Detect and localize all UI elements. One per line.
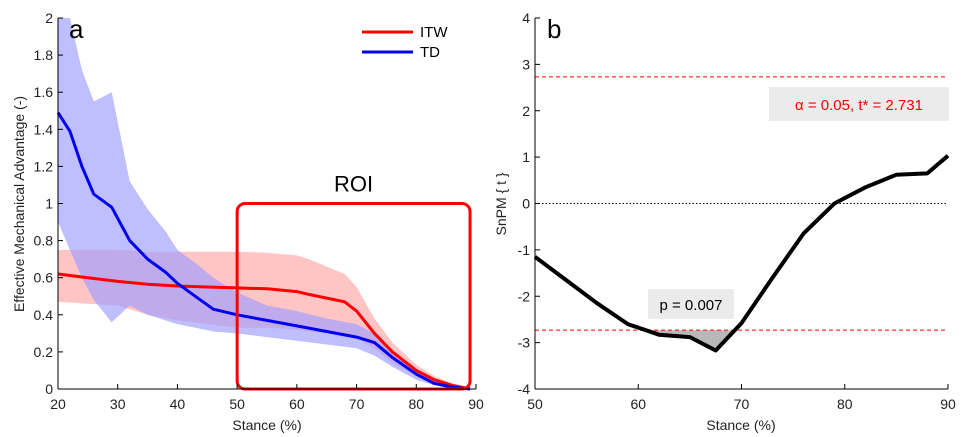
a-ytick-label: 0.2 bbox=[34, 344, 54, 360]
series-line-itw bbox=[57, 272, 471, 391]
b-ytick-label: 3 bbox=[522, 56, 530, 72]
a-xtick-label: 70 bbox=[349, 396, 365, 412]
b-xtick-label: 90 bbox=[940, 396, 956, 412]
alpha-annotation: α = 0.05, t* = 2.731 bbox=[795, 97, 923, 114]
a-panel-label: a bbox=[69, 14, 84, 44]
a-xtick-label: 20 bbox=[50, 396, 66, 412]
series-line-td bbox=[56, 111, 471, 391]
a-ytick-label: 0 bbox=[45, 381, 53, 397]
legend: ITW TD bbox=[362, 24, 448, 61]
snpm-line bbox=[533, 154, 950, 353]
b-ytick-label: -2 bbox=[518, 288, 531, 304]
a-xticks: 20 30 40 50 60 70 80 90 bbox=[50, 384, 484, 412]
b-yticks: -4 -3 -2 -1 0 1 2 3 4 bbox=[518, 10, 540, 397]
p-annotation-box bbox=[648, 289, 734, 319]
b-xtick-label: 80 bbox=[837, 396, 853, 412]
chart-a: ROI 0 0.2 0.4 0.6 0.8 1 1.2 1.4 1.6 1.8 2 20 30 40 50… bbox=[11, 10, 484, 433]
legend-itw-label: ITW bbox=[420, 24, 448, 41]
a-ytick-label: 1 bbox=[45, 196, 53, 212]
b-ytick-label: 0 bbox=[522, 196, 530, 212]
b-xtick-label: 50 bbox=[527, 396, 543, 412]
b-xticks: 50 60 70 80 90 bbox=[527, 384, 956, 412]
b-ytick-label: 4 bbox=[522, 10, 530, 26]
b-ytick-label: -3 bbox=[518, 335, 531, 351]
a-yticks: 0 0.2 0.4 0.6 0.8 1 1.2 1.4 1.6 1.8 2 bbox=[34, 10, 63, 397]
a-xlabel: Stance (%) bbox=[232, 417, 301, 433]
a-ytick-label: 2 bbox=[45, 10, 53, 26]
a-ytick-label: 0.6 bbox=[34, 270, 54, 286]
a-ytick-label: 1.8 bbox=[34, 47, 54, 63]
b-xtick-label: 70 bbox=[734, 396, 750, 412]
a-xtick-label: 60 bbox=[289, 396, 305, 412]
chart-b: α = 0.05, t* = 2.731 p = 0.007 -4 -3 -2 -1 0… bbox=[493, 10, 956, 433]
b-xtick-label: 60 bbox=[630, 396, 646, 412]
a-ylabel: Effective Mechanical Advantage (-) bbox=[11, 96, 27, 312]
a-xtick-label: 80 bbox=[408, 396, 424, 412]
b-ytick-label: -4 bbox=[518, 381, 531, 397]
b-ytick-label: -1 bbox=[518, 242, 531, 258]
a-lines bbox=[56, 111, 471, 391]
a-ytick-label: 0.4 bbox=[34, 307, 54, 323]
roi-label: ROI bbox=[334, 172, 373, 197]
p-annotation: p = 0.007 bbox=[660, 297, 723, 314]
b-ytick-label: 1 bbox=[522, 149, 530, 165]
a-ytick-label: 0.8 bbox=[34, 233, 54, 249]
legend-td-label: TD bbox=[420, 44, 440, 61]
band-td bbox=[58, 18, 470, 389]
b-ylabel: SnPM { t } bbox=[493, 172, 509, 235]
a-ytick-label: 1.2 bbox=[34, 158, 54, 174]
a-ytick-label: 1.4 bbox=[34, 121, 54, 137]
b-xlabel: Stance (%) bbox=[706, 417, 775, 433]
alpha-annotation-box bbox=[769, 87, 949, 121]
b-panel-label: b bbox=[547, 14, 561, 44]
a-xtick-label: 50 bbox=[229, 396, 245, 412]
a-xtick-label: 30 bbox=[110, 396, 126, 412]
b-ytick-label: 2 bbox=[522, 103, 530, 119]
a-xtick-label: 90 bbox=[468, 396, 484, 412]
a-xtick-label: 40 bbox=[170, 396, 186, 412]
a-ytick-label: 1.6 bbox=[34, 84, 54, 100]
